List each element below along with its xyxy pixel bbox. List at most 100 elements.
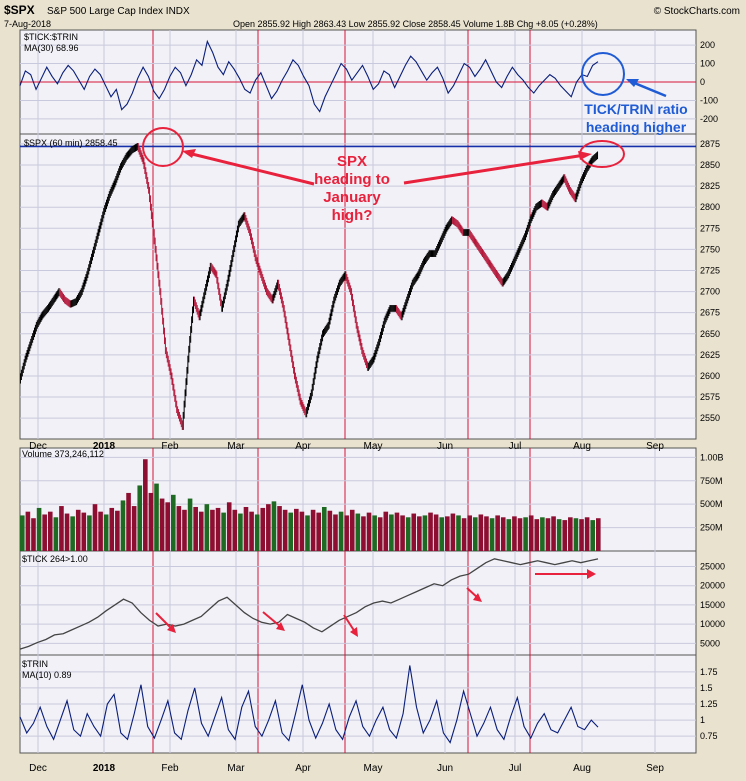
volume-bar-78: [456, 515, 461, 551]
ratio-annotation: TICK/TRIN ratio heading higher: [581, 52, 688, 135]
trin-y-tick-1: 1.5: [700, 683, 713, 693]
x-tick-label-1-8: Aug: [573, 763, 591, 774]
tick-y-tick-3: 10000: [700, 619, 725, 629]
volume-bar-98: [568, 517, 573, 551]
arrowhead-left: [182, 149, 196, 158]
x-tick-label-1-7: Jul: [509, 763, 522, 774]
volume-bar-55: [327, 510, 333, 551]
ratio-note-line-2: heading higher: [586, 119, 687, 135]
tick-arrowhead-4: [473, 593, 482, 602]
volume-bar-77: [450, 513, 456, 551]
volume-bar-82: [478, 514, 484, 551]
price-y-tick-5: 2750: [700, 244, 720, 254]
volume-y-tick-1: 750M: [700, 476, 723, 486]
price-panel-label: $SPX (60 min) 2858.45: [24, 138, 118, 148]
volume-bar-31: [193, 506, 198, 551]
x-tick-label-1-1: 2018: [93, 763, 116, 774]
marks-layer: [19, 39, 696, 744]
x-tick-label-0-1: 2018: [93, 441, 116, 452]
volume-bar-38: [232, 509, 238, 551]
price-y-tick-13: 2550: [700, 413, 720, 423]
volume-bar-36: [221, 512, 226, 551]
x-tick-label-1-9: Sep: [646, 763, 664, 774]
volume-bar-47: [282, 509, 288, 551]
spx-note-line-3: January: [323, 189, 381, 206]
volume-bar-88: [512, 516, 517, 551]
ratio-y-tick-3: -100: [700, 95, 718, 105]
volume-bar-75: [439, 517, 445, 551]
volume-bar-39: [238, 513, 243, 551]
volume-bar-86: [500, 517, 506, 551]
x-tick-label-1-6: Jun: [437, 763, 453, 774]
trin-ma-label: MA(10) 0.89: [22, 670, 72, 680]
price-y-tick-12: 2575: [700, 392, 720, 402]
january-high-circle: [142, 127, 184, 167]
volume-bar-81: [472, 517, 478, 551]
volume-bar-73: [428, 512, 433, 551]
tick-annotations: [155, 569, 596, 637]
trin-panel-label: $TRIN: [22, 659, 48, 669]
volume-bar-72: [422, 515, 428, 551]
volume-bar-65: [383, 511, 389, 551]
volume-bar-5: [47, 511, 53, 551]
volume-bar-45: [271, 501, 277, 551]
volume-bar-93: [540, 517, 545, 551]
volume-bar-25: [159, 498, 165, 551]
price-y-tick-9: 2650: [700, 329, 720, 339]
volume-bar-80: [467, 515, 472, 551]
volume-bar-41: [249, 511, 254, 551]
x-tick-label-0-0: Dec: [29, 441, 47, 452]
volume-bar-90: [523, 517, 528, 551]
panels-layer: Dec 2018 Feb Mar Apr May Jun Jul Aug Sep Dec 2018 Fe…: [19, 29, 725, 774]
ratio-ma-label: MA(30) 68.96: [24, 43, 79, 53]
x-tick-label-0-4: Apr: [295, 441, 311, 452]
price-y-tick-0: 2875: [700, 139, 720, 149]
volume-bar-32: [198, 511, 204, 551]
x-tick-label-0-5: May: [364, 441, 383, 452]
volume-bar-94: [545, 518, 551, 551]
ratio-y-tick-1: 100: [700, 59, 715, 69]
spx-note-line-4: high?: [332, 207, 373, 224]
tick-arrowhead-3: [350, 627, 358, 637]
price-y-tick-2: 2825: [700, 181, 720, 191]
volume-bar-0: [20, 515, 25, 551]
price-y-tick-8: 2675: [700, 308, 720, 318]
volume-bar-85: [495, 515, 500, 551]
volume-bar-11: [81, 512, 87, 551]
volume-bar-9: [70, 516, 75, 551]
tick-y-tick-0: 25000: [700, 562, 725, 572]
tick-panel-label: $TICK 264>1.00: [22, 554, 88, 564]
volume-bar-74: [433, 514, 439, 551]
volume-bar-97: [562, 520, 568, 551]
volume-bar-6: [53, 517, 59, 551]
volume-bar-54: [321, 506, 327, 551]
x-tick-label-1-4: Apr: [295, 763, 311, 774]
volume-bar-23: [148, 492, 154, 551]
spx-annotation: SPX heading to January high?: [142, 127, 625, 224]
volume-bar-48: [288, 512, 294, 551]
ratio-panel-label: $TICK:$TRIN: [24, 32, 78, 42]
volume-bar-33: [204, 504, 210, 551]
volume-bar-19: [126, 492, 131, 551]
price-y-tick-10: 2625: [700, 350, 720, 360]
volume-bar-40: [243, 506, 249, 551]
volume-bar-62: [366, 512, 372, 551]
volume-bar-79: [461, 518, 467, 551]
volume-bar-35: [215, 507, 221, 551]
trin-y-tick-4: 0.75: [700, 731, 718, 741]
tick-arrowhead-1: [167, 624, 176, 633]
volume-bar-44: [266, 504, 271, 551]
volume-bar-68: [400, 515, 405, 551]
volume-bar-63: [372, 515, 377, 551]
volume-bar-64: [377, 517, 383, 551]
trin-y-tick-3: 1: [700, 715, 705, 725]
x-tick-label-0-9: Sep: [646, 441, 664, 452]
volume-bar-12: [87, 515, 92, 551]
volume-bar-28: [176, 506, 182, 551]
volume-bar-50: [299, 511, 305, 551]
volume-bar-96: [556, 519, 562, 551]
trin-ma-line: [19, 665, 599, 744]
header-symbol: $SPX: [4, 3, 35, 17]
volume-bar-70: [411, 513, 417, 551]
